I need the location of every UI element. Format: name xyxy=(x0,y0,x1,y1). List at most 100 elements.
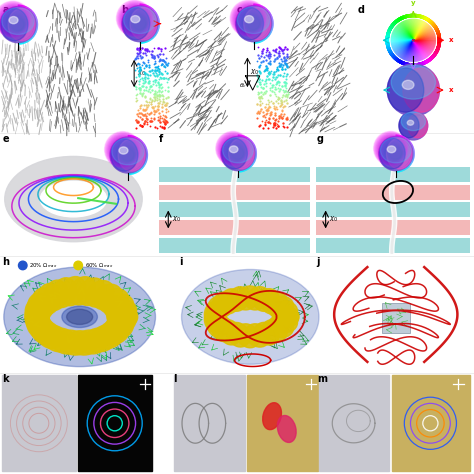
Circle shape xyxy=(227,143,246,161)
Point xyxy=(155,52,162,60)
Point xyxy=(281,53,288,60)
Point xyxy=(282,92,289,100)
Point xyxy=(141,107,149,114)
Point xyxy=(259,45,267,52)
Ellipse shape xyxy=(236,286,260,310)
Circle shape xyxy=(4,11,27,33)
Circle shape xyxy=(122,149,134,161)
Point xyxy=(261,103,268,110)
Point xyxy=(255,108,262,116)
Text: x: x xyxy=(448,37,453,43)
Point xyxy=(137,109,144,117)
Point xyxy=(281,82,289,89)
Point xyxy=(149,47,156,55)
Point xyxy=(271,46,279,54)
Point xyxy=(263,56,270,64)
Circle shape xyxy=(374,132,407,165)
Text: e: e xyxy=(2,134,9,144)
Circle shape xyxy=(120,147,135,162)
Point xyxy=(140,86,147,93)
Point xyxy=(271,121,279,129)
Point xyxy=(138,90,146,98)
Bar xyxy=(2,375,76,471)
Point xyxy=(145,67,153,75)
Ellipse shape xyxy=(204,301,226,328)
Point xyxy=(155,64,162,72)
Point xyxy=(254,57,261,65)
Point xyxy=(161,112,168,119)
Ellipse shape xyxy=(49,328,78,354)
Ellipse shape xyxy=(36,283,61,314)
Point xyxy=(265,71,273,78)
Point xyxy=(279,86,287,94)
Point xyxy=(273,120,281,128)
Point xyxy=(157,81,165,88)
Point xyxy=(271,119,279,127)
Point xyxy=(141,45,149,53)
Point xyxy=(163,113,170,120)
Point xyxy=(263,64,271,72)
Point xyxy=(259,91,266,98)
Point xyxy=(141,117,149,125)
Point xyxy=(135,67,143,74)
Point xyxy=(132,124,140,131)
Point xyxy=(132,85,140,93)
Point xyxy=(154,63,162,70)
Ellipse shape xyxy=(27,293,51,324)
Ellipse shape xyxy=(391,65,436,99)
Ellipse shape xyxy=(381,137,411,163)
Point xyxy=(153,69,160,77)
Point xyxy=(155,91,162,99)
Point xyxy=(133,96,141,104)
Ellipse shape xyxy=(130,8,157,40)
Point xyxy=(256,93,264,101)
Circle shape xyxy=(387,145,402,160)
Point xyxy=(137,90,144,97)
Bar xyxy=(159,185,310,200)
Point xyxy=(274,72,282,79)
Ellipse shape xyxy=(40,182,107,217)
Point xyxy=(150,72,158,79)
Ellipse shape xyxy=(237,7,270,34)
Point xyxy=(135,73,143,80)
Point xyxy=(270,122,278,129)
Point xyxy=(271,116,279,124)
Point xyxy=(269,123,277,130)
Point xyxy=(275,59,283,67)
Point xyxy=(159,108,166,115)
Point xyxy=(271,85,279,93)
Bar xyxy=(316,220,470,235)
Point xyxy=(142,45,150,53)
Point xyxy=(162,67,169,75)
Point xyxy=(262,52,270,59)
Bar xyxy=(159,237,310,253)
Ellipse shape xyxy=(254,322,279,345)
Point xyxy=(145,77,153,84)
Circle shape xyxy=(384,142,404,162)
Point xyxy=(269,114,277,122)
Point xyxy=(162,99,170,107)
Point xyxy=(153,107,160,115)
Circle shape xyxy=(242,12,262,32)
Point xyxy=(280,57,287,64)
Point xyxy=(135,109,142,116)
Point xyxy=(156,55,164,63)
Ellipse shape xyxy=(402,80,414,90)
Point xyxy=(145,62,153,69)
Point xyxy=(266,109,274,116)
Point xyxy=(283,64,291,71)
Point xyxy=(147,109,155,117)
Circle shape xyxy=(235,5,264,35)
Point xyxy=(136,67,143,75)
Point xyxy=(147,100,155,108)
Ellipse shape xyxy=(0,7,36,43)
Point xyxy=(158,60,166,68)
Circle shape xyxy=(125,9,149,33)
Point xyxy=(283,93,291,100)
Point xyxy=(161,101,168,109)
Circle shape xyxy=(232,2,265,36)
Point xyxy=(284,88,292,96)
Point xyxy=(280,79,287,86)
Point xyxy=(283,71,291,78)
Text: $\chi_0$: $\chi_0$ xyxy=(250,67,260,77)
